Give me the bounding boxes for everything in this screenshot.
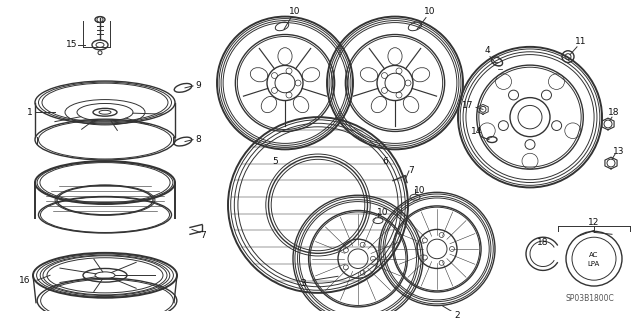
Text: 15: 15: [67, 41, 77, 49]
Text: LPA: LPA: [588, 261, 600, 267]
Text: SP03B1800C: SP03B1800C: [566, 294, 614, 303]
Text: 10: 10: [424, 7, 436, 16]
Text: 18: 18: [608, 108, 620, 117]
Text: AC: AC: [589, 252, 598, 258]
Text: 9: 9: [195, 81, 201, 90]
Text: 13: 13: [613, 147, 625, 156]
Text: 17: 17: [462, 101, 474, 110]
Text: 14: 14: [471, 127, 483, 136]
Text: 18: 18: [537, 238, 548, 247]
Text: 6: 6: [382, 157, 388, 166]
Text: 11: 11: [575, 36, 587, 46]
Text: 1: 1: [27, 108, 33, 117]
Text: 3: 3: [300, 278, 306, 288]
Text: 7: 7: [408, 166, 414, 175]
Text: 10: 10: [289, 7, 301, 16]
Text: 7: 7: [200, 231, 206, 240]
Text: 10: 10: [377, 208, 388, 217]
Text: 5: 5: [272, 157, 278, 166]
Text: 2: 2: [454, 311, 460, 319]
Text: 12: 12: [588, 218, 600, 227]
Text: 4: 4: [484, 46, 490, 55]
Text: 16: 16: [19, 276, 31, 285]
Text: 10: 10: [414, 186, 426, 195]
Text: 8: 8: [195, 135, 201, 144]
